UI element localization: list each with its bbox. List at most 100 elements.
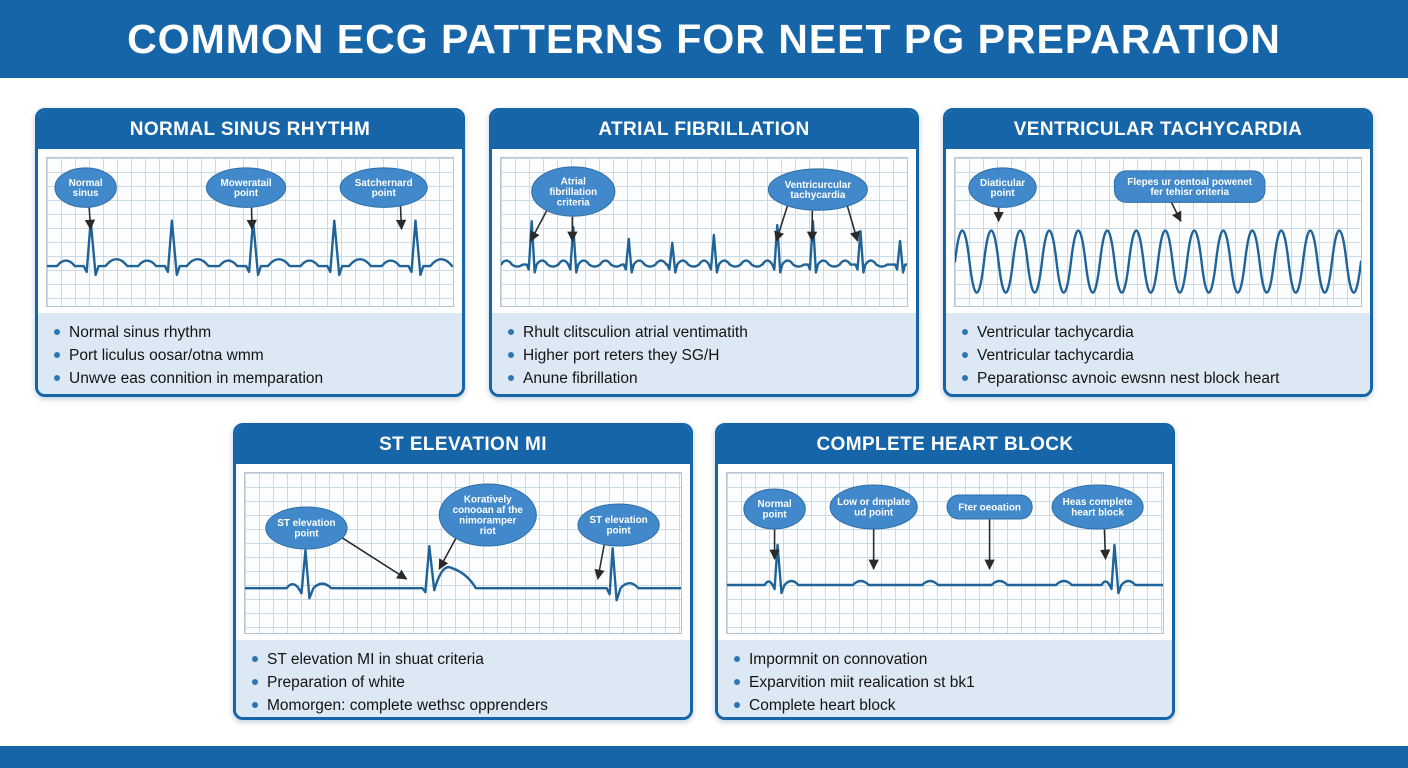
card-normal-sinus-rhythm: NORMAL SINUS RHYTHM Normal sinus Moweratai…	[35, 108, 465, 397]
card-ventricular-tachycardia: VENTRICULAR TACHYCARDIA Diaticular point F…	[943, 108, 1373, 397]
callout-text: Atrial	[561, 177, 587, 188]
bullet-list: Normal sinus rhythm Port liculus oosar/o…	[38, 313, 462, 394]
callout-text: ST elevation	[589, 515, 647, 526]
bullet-dot-icon	[252, 656, 258, 662]
list-item: Peparationsc avnoic ewsnn nest block hea…	[962, 368, 1356, 389]
callout-text: riot	[480, 526, 497, 537]
callout-arrow	[341, 536, 408, 580]
list-item: Momorgen: complete wethsc opprenders	[252, 695, 676, 716]
callout-text: fibrillation	[549, 187, 597, 198]
bullet-dot-icon	[54, 329, 60, 335]
ecg-grid-panel: ST elevation point Koratively conooan af th…	[244, 472, 682, 634]
callout-bubble	[205, 167, 287, 208]
list-item: Impormnit on connovation	[734, 649, 1158, 670]
list-item: Preparation of white	[252, 672, 676, 693]
bullet-text: Normal sinus rhythm	[69, 324, 212, 341]
card-title: NORMAL SINUS RHYTHM	[129, 119, 371, 140]
callout-arrow	[594, 544, 605, 581]
callout-bubble	[743, 488, 806, 530]
callout-bubble	[946, 494, 1033, 520]
callout-text: Normal	[758, 499, 792, 510]
callout-text: Normal	[69, 178, 103, 189]
callout-bubble	[577, 503, 660, 547]
callout-text: Koratively	[464, 495, 512, 506]
ecg-grid-panel: Normal sinus Moweratail point Satchernard poi…	[46, 157, 454, 307]
callout-text: Diaticular	[980, 178, 1025, 189]
card-header: ST ELEVATION MI	[236, 426, 690, 464]
bullet-dot-icon	[508, 352, 514, 358]
callout-bubble	[767, 168, 868, 211]
callout-text: fer tehisr oriteria	[1150, 187, 1229, 198]
callout-text: Moweratail	[220, 178, 271, 189]
list-item: Exparvition miit realication st bk1	[734, 672, 1158, 693]
card-title: COMPLETE HEART BLOCK	[816, 434, 1074, 455]
bullet-dot-icon	[508, 329, 514, 335]
card-title: ST ELEVATION MI	[379, 434, 547, 455]
callout-text: Heas complete	[1063, 497, 1133, 508]
bullet-text: Rhult clitsculion atrial ventimatith	[523, 324, 748, 341]
ecg-trace	[727, 543, 1163, 595]
callout-arrow	[395, 206, 407, 231]
callout-text: point	[762, 510, 787, 521]
bullet-dot-icon	[962, 352, 968, 358]
callout-arrow	[1100, 529, 1111, 561]
callout-bubble	[1051, 484, 1144, 530]
callout-text: Fter oeoation	[958, 502, 1021, 513]
bullet-dot-icon	[508, 375, 514, 381]
bullet-dot-icon	[252, 679, 258, 685]
bullet-text: Unwve eas connition in memparation	[69, 370, 324, 387]
callout-arrow	[774, 205, 789, 242]
ecg-trace	[245, 545, 681, 602]
callout-bubble	[438, 483, 537, 547]
bullet-text: Complete heart block	[749, 697, 896, 714]
list-item: Port liculus oosar/otna wmm	[54, 345, 448, 366]
list-item: Normal sinus rhythm	[54, 322, 448, 343]
ecg-trace	[47, 219, 453, 277]
callout-text: Flepes ur oentoal powenet	[1127, 177, 1252, 188]
callout-bubble	[54, 167, 117, 208]
callout-bubble	[829, 484, 918, 530]
callout-text: ud point	[854, 508, 894, 519]
bullet-list: Ventricular tachycardia Ventricular tach…	[946, 313, 1370, 394]
callout-text: point	[990, 188, 1015, 199]
list-item: Anune fibrillation	[508, 368, 902, 389]
callout-text: Low or dmplate	[837, 497, 911, 508]
ecg-grid-panel: Atrial fibrillation criteria Ventricurcular…	[500, 157, 908, 307]
bullet-dot-icon	[54, 375, 60, 381]
bullet-text: Peparationsc avnoic ewsnn nest block hea…	[977, 370, 1280, 387]
callout-text: point	[372, 188, 397, 199]
bullet-text: Port liculus oosar/otna wmm	[69, 347, 264, 364]
callout-text: conooan af the	[453, 505, 524, 516]
list-item: Complete heart block	[734, 695, 1158, 716]
bullet-dot-icon	[734, 656, 740, 662]
card-header: ATRIAL FIBRILLATION	[492, 111, 916, 149]
bullet-dot-icon	[54, 352, 60, 358]
bullet-text: Ventricular tachycardia	[977, 347, 1134, 364]
list-item: Ventricular tachycardia	[962, 322, 1356, 343]
callout-text: nimoramper	[459, 516, 516, 527]
ecg-grid-panel: Diaticular point Flepes ur oentoal powenet…	[954, 157, 1362, 307]
callout-text: criteria	[557, 197, 591, 208]
list-item: Rhult clitsculion atrial ventimatith	[508, 322, 902, 343]
callout-arrow	[846, 206, 860, 242]
callout-text: Satchernard	[355, 178, 413, 189]
bullet-text: Higher port reters they SG/H	[523, 347, 720, 364]
callout: Fter oeoation	[946, 494, 1033, 571]
bullet-dot-icon	[734, 702, 740, 708]
page-title: COMMON ECG PATTERNS FOR NEET PG PREPARAT…	[127, 15, 1281, 62]
card-atrial-fibrillation: ATRIAL FIBRILLATION Atrial fibrillation cr…	[489, 108, 919, 397]
card-header: NORMAL SINUS RHYTHM	[38, 111, 462, 149]
bullet-dot-icon	[962, 375, 968, 381]
callout-text: Ventricurcular	[785, 180, 852, 191]
